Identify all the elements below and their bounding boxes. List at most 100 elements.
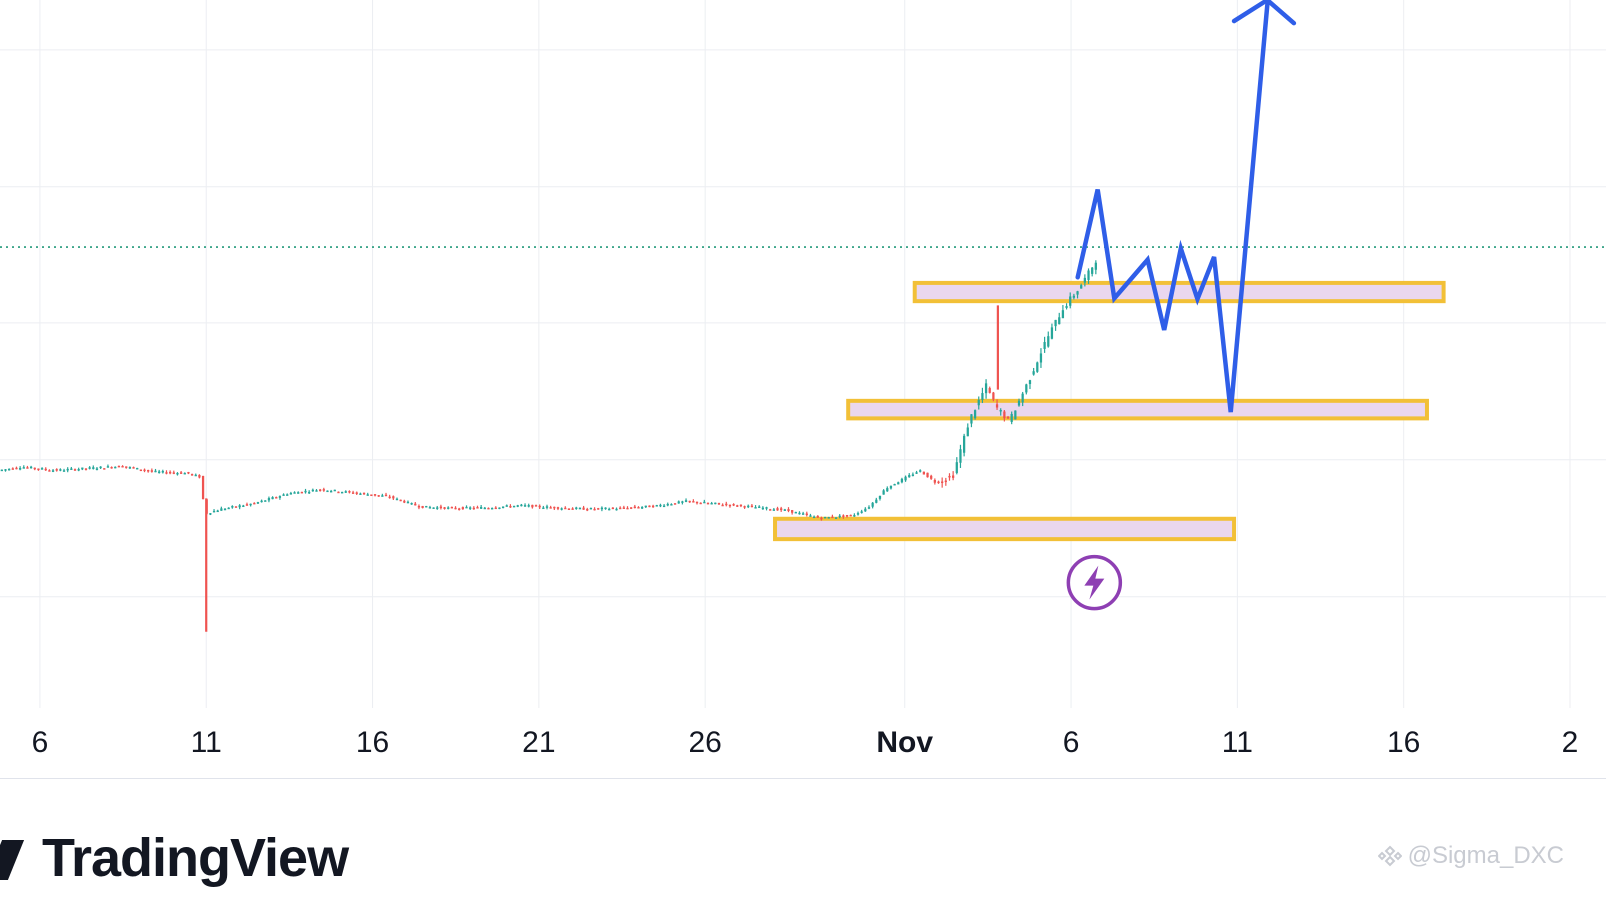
candle [604,507,607,510]
candle [194,474,197,477]
candle [699,502,702,505]
candle [275,497,278,499]
candle [681,501,684,503]
candle [593,508,596,511]
candle [992,392,995,400]
candle [564,507,567,510]
candle [344,491,347,493]
candle [362,492,366,495]
candle [1054,319,1057,327]
candle [930,475,933,479]
candle [187,471,190,474]
candle [648,505,651,508]
brand: TradingView [0,828,349,888]
candle [878,495,882,499]
candle [776,508,779,511]
candle [973,410,977,419]
candle [77,469,80,471]
candle [856,513,860,515]
candle [0,469,3,472]
candle [179,472,183,474]
candle [545,506,549,508]
candle [333,489,336,492]
candle [684,500,688,502]
candle [805,513,808,516]
candle [772,509,775,511]
candle [651,505,655,508]
candle [494,507,497,510]
candle [867,507,871,509]
candle [370,494,373,496]
candle [944,480,947,483]
candle [322,489,325,491]
candle [626,507,629,510]
candle [505,505,508,507]
candle [937,481,940,484]
candle [666,503,669,506]
candle [121,465,124,468]
candle [1021,393,1024,403]
candle [165,472,168,474]
candle [882,490,885,495]
candle [209,513,212,515]
candle [1025,384,1028,393]
candle [531,504,534,508]
candle [900,478,904,483]
candle [644,505,647,508]
candle [304,490,307,493]
candle [812,516,816,519]
candle [443,507,446,509]
candle [1087,270,1090,280]
candle [801,513,805,515]
candle [201,475,205,500]
candle [490,507,494,510]
candle [234,506,238,508]
candle [1058,317,1061,325]
x-tick-label: 26 [688,726,721,759]
x-tick-label: 16 [356,726,389,759]
candle [1032,371,1035,375]
chart-area[interactable]: 6 11 16 21 26 Nov 6 11 16 2 [0,0,1606,780]
candle [337,491,340,494]
candle [919,470,922,472]
candle [769,509,772,511]
candle [465,506,468,509]
x-tick-label: 6 [1063,726,1080,759]
candle [516,505,519,507]
candle [816,515,819,518]
candle [150,470,153,472]
candle [70,468,73,470]
candle [922,471,926,475]
candle [8,468,11,471]
candle [238,505,241,508]
candle [933,480,936,483]
candle [132,467,135,469]
candle [242,505,245,508]
candle [765,507,768,509]
candle [1069,296,1072,306]
candle [220,508,223,511]
candle [432,507,435,509]
candle [351,492,355,494]
candle [809,515,812,517]
candle [600,507,604,510]
x-tick-label: 21 [522,726,555,759]
candle [264,500,267,502]
candle [553,506,556,509]
candle [450,506,454,509]
candle [143,469,146,472]
candle [995,404,999,408]
candle [655,505,658,507]
candle [849,514,852,517]
candle [1076,291,1079,295]
candle [319,489,322,492]
candle [1014,410,1017,420]
candle [728,504,732,507]
candle [761,507,765,510]
candle [893,483,896,486]
candle [641,507,644,509]
candle [216,510,219,513]
candle [501,506,505,509]
candle [483,507,486,510]
candle [732,504,735,506]
